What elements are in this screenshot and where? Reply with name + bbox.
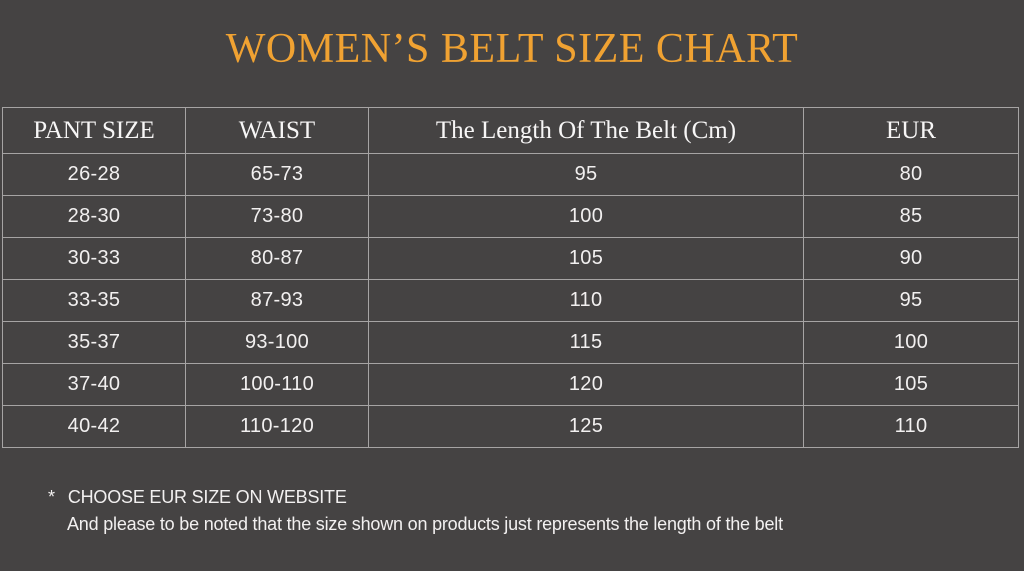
table-cell: 110-120 <box>185 405 369 448</box>
table-cell: 115 <box>368 321 804 364</box>
table-cell: 95 <box>803 279 1019 322</box>
footnote-line2-text: And please to be noted that the size sho… <box>67 514 783 534</box>
table-cell: 120 <box>368 363 804 406</box>
table-cell: 100-110 <box>185 363 369 406</box>
asterisk-marker: * <box>48 487 55 507</box>
table-row: 40-42 110-120 125 110 <box>2 405 1019 448</box>
table-cell: 80 <box>803 153 1019 196</box>
table-cell: 105 <box>803 363 1019 406</box>
column-header: PANT SIZE <box>2 107 186 154</box>
table-cell: 95 <box>368 153 804 196</box>
table-cell: 28-30 <box>2 195 186 238</box>
column-header: EUR <box>803 107 1019 154</box>
table-row: 35-37 93-100 115 100 <box>2 321 1019 364</box>
table-cell: 30-33 <box>2 237 186 280</box>
table-cell: 37-40 <box>2 363 186 406</box>
table-cell: 85 <box>803 195 1019 238</box>
table-cell: 33-35 <box>2 279 186 322</box>
column-header: WAIST <box>185 107 369 154</box>
table-cell: 73-80 <box>185 195 369 238</box>
table-row: 30-33 80-87 105 90 <box>2 237 1019 280</box>
footnote: * CHOOSE EUR SIZE ON WEBSITE And please t… <box>48 484 783 538</box>
table-row: 28-30 73-80 100 85 <box>2 195 1019 238</box>
column-header: The Length Of The Belt (Cm) <box>368 107 804 154</box>
table-cell: 110 <box>803 405 1019 448</box>
table-cell: 125 <box>368 405 804 448</box>
footnote-line-1: * CHOOSE EUR SIZE ON WEBSITE <box>48 484 783 511</box>
table-cell: 90 <box>803 237 1019 280</box>
table-cell: 65-73 <box>185 153 369 196</box>
table-header-row: PANT SIZE WAIST The Length Of The Belt (Cm… <box>2 107 1019 154</box>
table-cell: 105 <box>368 237 804 280</box>
page-title: WOMEN’S BELT SIZE CHART <box>225 26 799 72</box>
table-cell: 26-28 <box>2 153 186 196</box>
table-cell: 110 <box>368 279 804 322</box>
table-cell: 87-93 <box>185 279 369 322</box>
table-cell: 35-37 <box>2 321 186 364</box>
table-cell: 100 <box>368 195 804 238</box>
table-cell: 100 <box>803 321 1019 364</box>
table-row: 37-40 100-110 120 105 <box>2 363 1019 406</box>
table-cell: 40-42 <box>2 405 186 448</box>
table-row: 26-28 65-73 95 80 <box>2 153 1019 196</box>
footnote-line1-text: CHOOSE EUR SIZE ON WEBSITE <box>67 487 347 507</box>
table-cell: 80-87 <box>185 237 369 280</box>
table-row: 33-35 87-93 110 95 <box>2 279 1019 322</box>
table-cell: 93-100 <box>185 321 369 364</box>
belt-size-table: PANT SIZE WAIST The Length Of The Belt (Cm… <box>2 107 1019 448</box>
